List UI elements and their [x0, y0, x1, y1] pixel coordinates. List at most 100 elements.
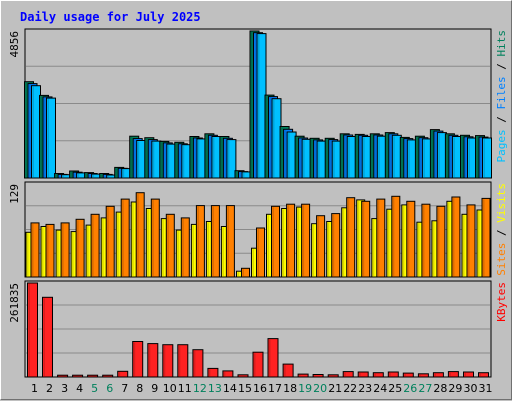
bar-shade	[107, 207, 109, 276]
x-tick-label: 30	[464, 382, 478, 395]
x-tick-label: 11	[178, 382, 192, 395]
bar-shade	[303, 205, 305, 276]
bar-shade	[423, 205, 425, 276]
bar-shade	[258, 35, 260, 177]
bar-shade	[212, 207, 214, 276]
bar-shade	[416, 137, 418, 177]
bar-shade	[393, 197, 395, 276]
x-tick-label: 13	[208, 382, 222, 395]
x-tick-label: 31	[479, 382, 493, 395]
x-tick-label: 20	[313, 382, 327, 395]
bar-shade	[71, 172, 73, 177]
x-tick-label: 4	[76, 382, 83, 395]
bar-shade	[373, 220, 375, 276]
bar-shade	[161, 142, 163, 177]
bar-shade	[404, 374, 406, 376]
bar-shade	[360, 136, 362, 177]
bar-shade	[224, 139, 226, 177]
bar-shade	[177, 231, 179, 276]
bar-shade	[270, 98, 272, 177]
bar-shade	[198, 140, 200, 177]
y-max-label: 4856	[8, 31, 21, 58]
bar-shade	[108, 176, 110, 177]
bar-shade	[386, 134, 388, 177]
bar-shade	[138, 142, 140, 178]
bar-shade	[179, 346, 181, 376]
bar-shade	[419, 375, 421, 376]
bar-shade	[318, 142, 320, 177]
bar-shade	[197, 207, 199, 276]
series-side-label: Sites / Visits	[495, 183, 508, 276]
bar-shade	[363, 202, 365, 276]
bar-shade	[104, 175, 106, 177]
bar-shade	[222, 228, 224, 277]
bar-shade	[119, 372, 121, 376]
bar-shade	[273, 100, 275, 177]
side-label-part: KBytes	[495, 282, 508, 322]
bar-shade	[431, 131, 433, 177]
x-tick-label: 27	[418, 382, 432, 395]
bar-shade	[345, 136, 347, 177]
bar-shade	[435, 132, 437, 177]
bar-shade	[116, 168, 118, 177]
bar-shade	[298, 208, 300, 276]
bar-shade	[393, 136, 395, 177]
bar-shade	[42, 228, 44, 277]
bar-shade	[453, 138, 455, 178]
bar-shade	[311, 139, 313, 177]
bar-shade	[401, 138, 403, 177]
bar-shade	[74, 173, 76, 177]
bar-shade	[243, 173, 245, 177]
bar-shade	[483, 199, 485, 276]
bar-shade	[153, 142, 155, 177]
bar-shade	[57, 231, 59, 276]
x-tick-label: 6	[106, 382, 113, 395]
bar-shade	[408, 141, 410, 177]
x-tick-label: 8	[136, 382, 143, 395]
x-tick-label: 16	[253, 382, 267, 395]
x-tick-label: 23	[358, 382, 372, 395]
bar-shade	[56, 175, 58, 178]
bar-shade	[59, 175, 61, 177]
bar-shade	[149, 345, 151, 376]
bar-shade	[258, 229, 260, 276]
bar-shade	[303, 140, 305, 177]
x-tick-label: 19	[298, 382, 312, 395]
x-tick-label: 10	[163, 382, 177, 395]
bar-shade	[296, 137, 298, 177]
bar-shade	[240, 173, 242, 177]
x-tick-label: 9	[151, 382, 158, 395]
side-label-part: /	[495, 110, 508, 130]
bar-shade	[288, 205, 290, 276]
bar-shade	[480, 138, 482, 177]
bar-shade	[168, 145, 170, 177]
bar-shade	[41, 96, 43, 177]
bar-shade	[378, 200, 380, 276]
series-side-label: Pages / Files / Hits	[495, 30, 508, 163]
bar-shade	[313, 225, 315, 276]
bar-shade	[152, 200, 154, 276]
bar-shade	[423, 140, 425, 177]
chart-title: Daily usage for July 2025	[20, 10, 201, 24]
side-label-part: Hits	[495, 30, 508, 57]
bar-shade	[62, 224, 64, 276]
bar-shade	[182, 219, 184, 276]
bar-shade	[179, 145, 181, 177]
bar-shade	[44, 98, 46, 177]
bar-shade	[356, 135, 358, 177]
bar-shade	[164, 346, 166, 376]
bar-shade	[209, 369, 211, 376]
bar-shade	[221, 138, 223, 178]
side-label-part: Visits	[495, 183, 508, 223]
bar-shade	[191, 138, 193, 178]
bar-shade	[117, 213, 119, 276]
bar-shade	[72, 233, 74, 276]
bar-shade	[26, 83, 28, 177]
x-tick-label: 26	[403, 382, 417, 395]
bar-shade	[318, 217, 320, 276]
bar-shade	[123, 170, 125, 177]
bar-shade	[348, 199, 350, 276]
